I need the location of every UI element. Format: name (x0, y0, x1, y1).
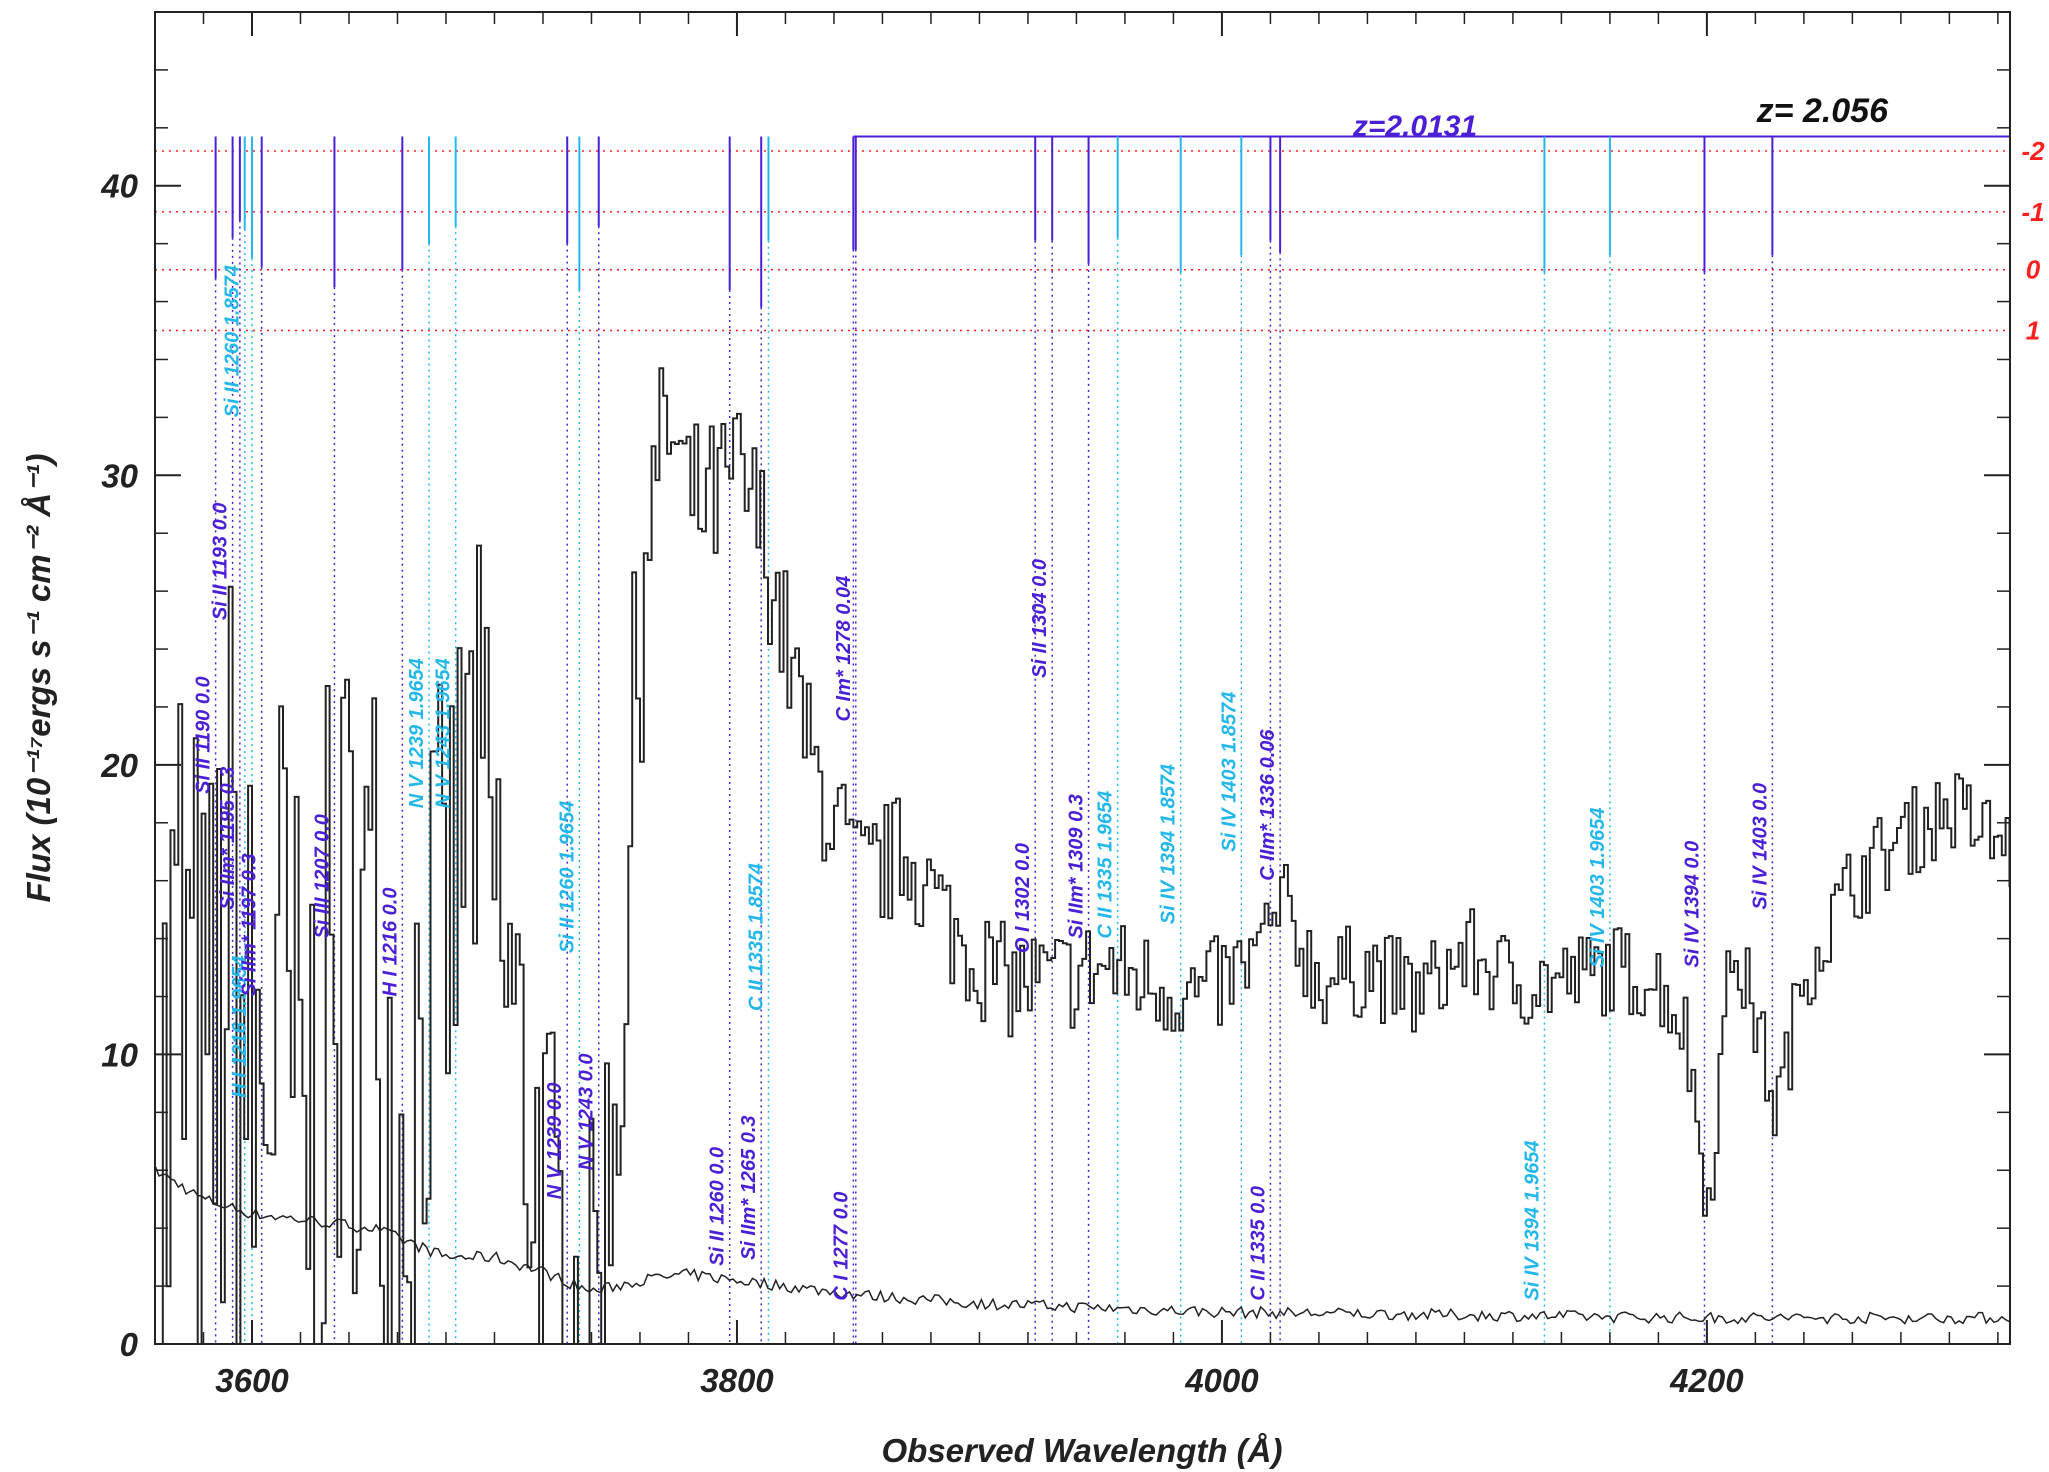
absorption-line-labels: Si II 1190 0.0 Si II 1193 0.0 Si IIm* 1195… (193, 265, 1772, 1301)
absorption-line-label: N V 1243 1.9654 (433, 658, 455, 808)
plot-frame (154, 11, 2011, 1345)
absorption-line-label: Si II 1190 0.0 (193, 676, 215, 794)
absorption-line-label: Si II 1260 1.8574 (222, 265, 244, 417)
absorption-line-label: O I 1302 0.0 (1012, 843, 1034, 953)
absorption-line-label: Si III 1207 0.0 (311, 814, 333, 939)
absorption-line-label: Si II 1304 0.0 (1029, 559, 1051, 678)
absorption-line-label: C I 1277 0.0 (830, 1192, 852, 1301)
axes: 3600 3800 4000 4200 0 10 20 30 40 (100, 11, 2011, 1399)
absorption-line-label: Si IV 1394 0.0 (1681, 841, 1703, 968)
annotations: z= 2.056 z=2.0131 -2 -1 0 1 (1352, 92, 2045, 346)
absorption-line-label: Si IV 1394 1.8574 (1158, 764, 1180, 924)
absorption-line-label: C Im* 1278 0.04 (833, 576, 855, 722)
absorption-line-label: C II 1335 1.9654 (1095, 791, 1117, 939)
y-axis-title: Flux (10⁻¹⁷ergs s⁻¹ cm⁻² Å⁻¹) (20, 453, 57, 902)
z-system-label: z=2.0131 (1352, 110, 1477, 143)
error-spectrum (155, 1165, 2010, 1325)
y-tick-label: 20 (100, 747, 138, 784)
absorption-line-label: N V 1239 0.0 (544, 1082, 566, 1199)
sigma-levels (155, 135, 2010, 332)
absorption-line-label: C IIm* 1336 0.06 (1257, 729, 1279, 881)
sigma-level-label: -1 (2021, 197, 2044, 227)
x-tick-label: 3600 (215, 1362, 289, 1399)
absorption-line-label: C II 1335 0.0 (1247, 1186, 1269, 1301)
absorption-line-label: H I 1216 1.9654 (229, 956, 251, 1098)
flux-spectrum (161, 367, 2010, 1344)
x-tick-label: 4000 (1184, 1362, 1259, 1399)
absorption-line-label: N V 1239 1.9654 (406, 658, 428, 808)
absorption-line-label: N V 1243 0.0 (576, 1054, 598, 1171)
sigma-level-label: -2 (2021, 136, 2045, 166)
y-tick-label: 0 (120, 1326, 139, 1363)
absorption-line-label: Si II 1260 0.0 (707, 1147, 729, 1266)
y-tick-label: 30 (101, 457, 138, 494)
absorption-line-label: Si IV 1403 1.8574 (1218, 692, 1240, 852)
absorption-line-label: Si II 1193 0.0 (210, 503, 232, 621)
absorption-line-label: Si IV 1403 0.0 (1749, 783, 1771, 910)
sigma-level-label: 0 (2026, 255, 2041, 285)
z-main-label: z= 2.056 (1756, 92, 1889, 130)
x-tick-label: 4200 (1669, 1362, 1744, 1399)
x-tick-label: 3800 (700, 1362, 774, 1399)
absorption-line-label: Si IIm* 1195 0.3 (217, 767, 239, 910)
absorption-line-label: Si IIm* 1309 0.3 (1066, 794, 1088, 939)
absorption-line-label: H I 1216 0.0 (379, 888, 401, 997)
absorption-line-label: Si II 1260 1.9654 (556, 801, 578, 953)
x-axis-title: Observed Wavelength (Å) (882, 1432, 1283, 1469)
flux-spectrum-line (161, 367, 2010, 1344)
y-tick-label: 10 (101, 1036, 138, 1073)
y-tick-label: 40 (100, 168, 138, 205)
absorption-line-label: Si IIm* 1197 0.3 (239, 853, 261, 996)
absorption-line-label: C II 1335 1.8574 (745, 863, 767, 1011)
sigma-level-label: 1 (2026, 316, 2040, 346)
absorption-line-label: Si IIm* 1265 0.3 (738, 1115, 760, 1260)
error-spectrum-line (155, 1165, 2010, 1325)
absorption-line-label: Si IV 1403 1.9654 (1587, 807, 1609, 967)
absorption-line-label: Si IV 1394 1.9654 (1521, 1140, 1543, 1300)
